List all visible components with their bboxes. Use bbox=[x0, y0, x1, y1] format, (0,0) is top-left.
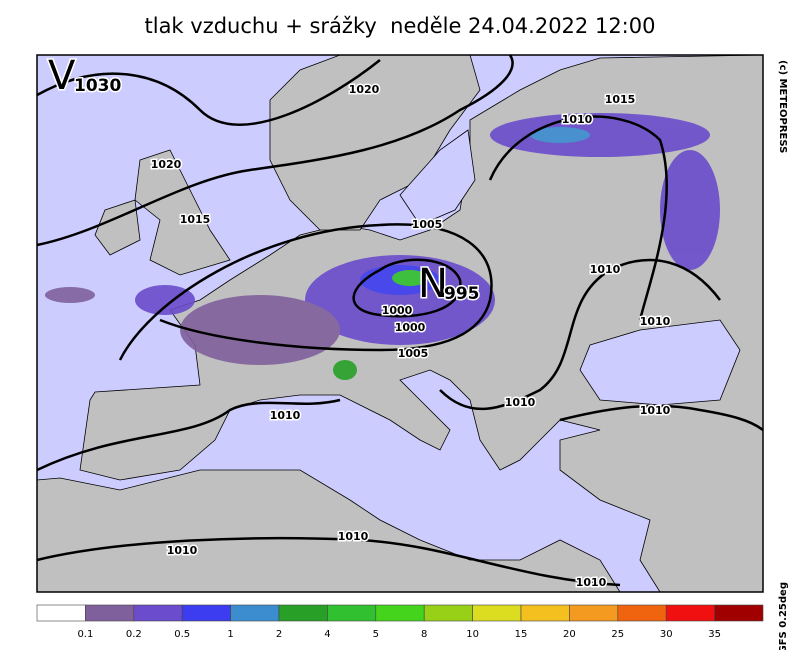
precip-area bbox=[305, 255, 495, 345]
legend-swatch bbox=[181, 604, 231, 622]
legend-swatch bbox=[617, 604, 667, 622]
pressure-center-letter: V bbox=[48, 53, 76, 99]
credit: (c) METEOPRESS bbox=[777, 60, 788, 153]
isobar-label: 1020 bbox=[151, 158, 182, 171]
precip-area bbox=[135, 285, 195, 315]
legend-swatch bbox=[520, 604, 570, 622]
precipitation bbox=[45, 113, 720, 380]
legend-swatch bbox=[133, 604, 183, 622]
legend-swatch bbox=[85, 604, 135, 622]
pressure-center-letter: N bbox=[418, 261, 448, 307]
isobar bbox=[118, 223, 493, 361]
isobar-label: 1010 bbox=[576, 576, 607, 589]
isobar bbox=[36, 398, 341, 472]
map-frame bbox=[36, 54, 764, 593]
legend-swatch bbox=[327, 604, 377, 622]
isobar-label: 1010 bbox=[590, 263, 621, 276]
precip-area bbox=[333, 360, 357, 380]
isobar-label: 1010 bbox=[505, 396, 536, 409]
legend-swatch bbox=[278, 604, 328, 622]
map-title: tlak vzduchu + srážky neděle 24.04.2022 … bbox=[145, 14, 656, 38]
legend-label: 35 bbox=[708, 629, 721, 640]
legend-swatch bbox=[569, 604, 619, 622]
precip-area bbox=[45, 287, 95, 303]
legend-label: 0.5 bbox=[174, 629, 190, 640]
precip-area bbox=[180, 295, 340, 365]
legend-swatch bbox=[36, 604, 86, 622]
precip-area bbox=[490, 113, 710, 157]
isobar-label: 1005 bbox=[398, 347, 429, 360]
isobar-label: 1010 bbox=[640, 315, 671, 328]
isobar-label: 1010 bbox=[338, 530, 369, 543]
legend-swatch bbox=[375, 604, 425, 622]
pressure-center-value: 995 bbox=[444, 284, 480, 304]
precip-area bbox=[392, 270, 428, 286]
legend-swatch bbox=[714, 604, 764, 622]
great-britain bbox=[134, 149, 231, 276]
isobar-label: 1000 bbox=[395, 321, 426, 334]
isobar-label: 1010 bbox=[562, 113, 593, 126]
isobar-label: 1010 bbox=[640, 404, 671, 417]
credit: GFS 0.25deg bbox=[778, 582, 789, 650]
legend-label: 1 bbox=[227, 629, 233, 640]
legend-label: 15 bbox=[515, 629, 528, 640]
legend-swatch bbox=[472, 604, 522, 622]
legend-label: 10 bbox=[466, 629, 479, 640]
isobar-label: 1005 bbox=[412, 218, 443, 231]
map-labels: 1020102010151015101010051010101010001000… bbox=[47, 52, 790, 650]
isobar bbox=[488, 115, 668, 321]
isobar bbox=[439, 258, 721, 411]
isobar bbox=[559, 404, 764, 432]
isobar-label: 1010 bbox=[270, 409, 301, 422]
precip-area bbox=[530, 127, 590, 143]
isobar-label: 1010 bbox=[167, 544, 198, 557]
legend-label: 2 bbox=[276, 629, 282, 640]
isobar-label: 1000 bbox=[382, 304, 413, 317]
isobar bbox=[36, 59, 381, 126]
isobar-label: 1020 bbox=[349, 83, 380, 96]
africa bbox=[36, 469, 621, 593]
isobar-label: 1015 bbox=[180, 213, 211, 226]
isobar-label: 1015 bbox=[605, 93, 636, 106]
precip-area bbox=[660, 150, 720, 270]
legend-swatch bbox=[230, 604, 280, 622]
pressure-center-value: 1030 bbox=[74, 76, 121, 96]
black-sea bbox=[579, 319, 741, 406]
legend-label: 0.1 bbox=[77, 629, 93, 640]
legend-label: 25 bbox=[611, 629, 624, 640]
isobar bbox=[36, 54, 514, 247]
legend-swatch bbox=[423, 604, 473, 622]
legend-label: 0.2 bbox=[126, 629, 142, 640]
legend: 0.1 0.2 0.5 1 2 4 5 8 10 15 20 25 30 35 bbox=[36, 604, 764, 640]
isobars bbox=[36, 54, 764, 587]
isobar bbox=[36, 536, 621, 587]
legend-label: 30 bbox=[660, 629, 673, 640]
isobar bbox=[352, 258, 462, 318]
legend-label: 4 bbox=[324, 629, 330, 640]
map-area bbox=[36, 54, 764, 593]
legend-label: 20 bbox=[563, 629, 576, 640]
legend-swatch bbox=[665, 604, 715, 622]
legend-label: 5 bbox=[373, 629, 379, 640]
legend-label: 8 bbox=[421, 629, 427, 640]
